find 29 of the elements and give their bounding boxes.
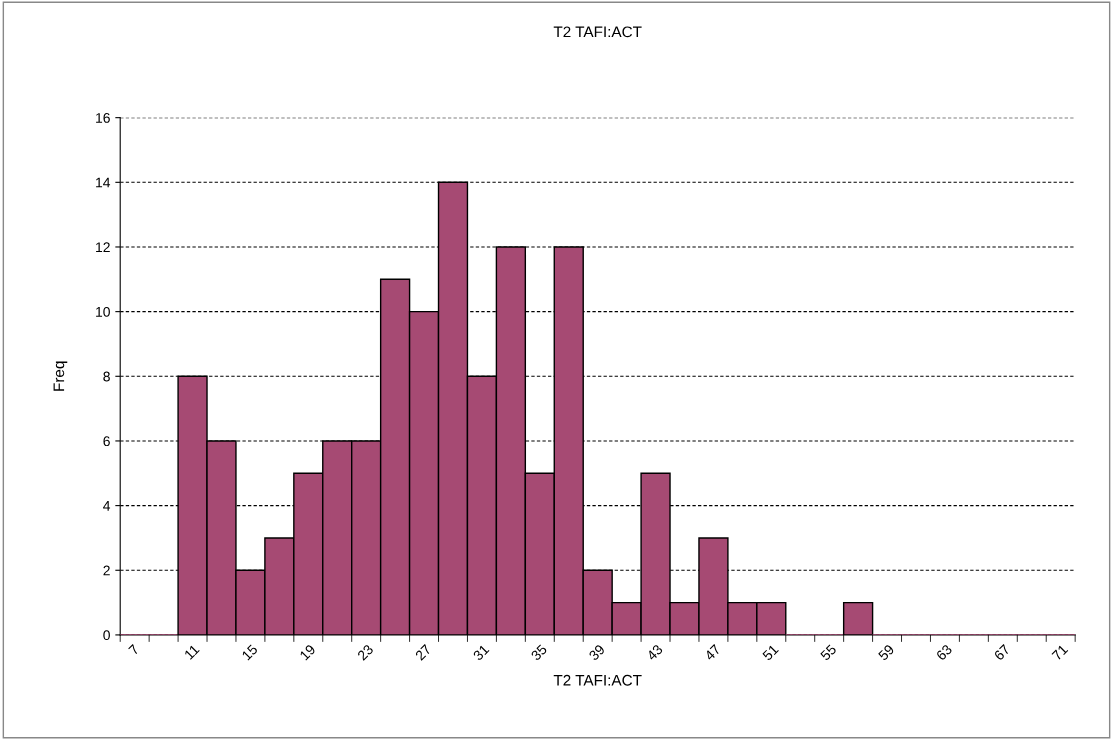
- y-tick-label: 2: [103, 565, 110, 576]
- x-tick-label: 71: [1051, 644, 1069, 661]
- x-tick-label: 39: [588, 643, 606, 662]
- y-tick-label: 12: [96, 242, 110, 253]
- x-tick-label: 67: [993, 644, 1011, 661]
- x-tick-label: 63: [935, 643, 953, 661]
- chart-title: T2 TAFI:ACT: [553, 26, 642, 38]
- x-axis-title: T2 TAFI:ACT: [553, 674, 642, 686]
- x-tick-label: 15: [241, 644, 259, 661]
- x-tick-label: 55: [819, 644, 837, 661]
- x-tick-label: 51: [762, 644, 779, 661]
- y-tick-label: 10: [96, 306, 110, 317]
- y-tick-label: 14: [96, 177, 111, 188]
- x-tick-label: 7: [128, 644, 140, 656]
- y-axis-title: Freq: [53, 361, 68, 391]
- y-tick-label: 4: [103, 501, 111, 511]
- x-tick-label: 11: [183, 644, 200, 660]
- y-tick-label: 6: [103, 436, 110, 447]
- x-tick-label: 31: [472, 643, 490, 662]
- y-tick-label: 8: [103, 371, 110, 382]
- x-tick-label: 35: [530, 643, 548, 662]
- x-tick-label: 27: [414, 644, 432, 661]
- x-tick-label: 59: [877, 643, 895, 661]
- x-tick-label: 19: [299, 643, 316, 661]
- y-tick-label: 16: [96, 112, 110, 123]
- x-tick-label: 23: [356, 643, 374, 661]
- x-tick-label: 43: [646, 643, 664, 662]
- y-tick-label: 0: [103, 630, 110, 641]
- x-tick-label: 47: [703, 644, 721, 662]
